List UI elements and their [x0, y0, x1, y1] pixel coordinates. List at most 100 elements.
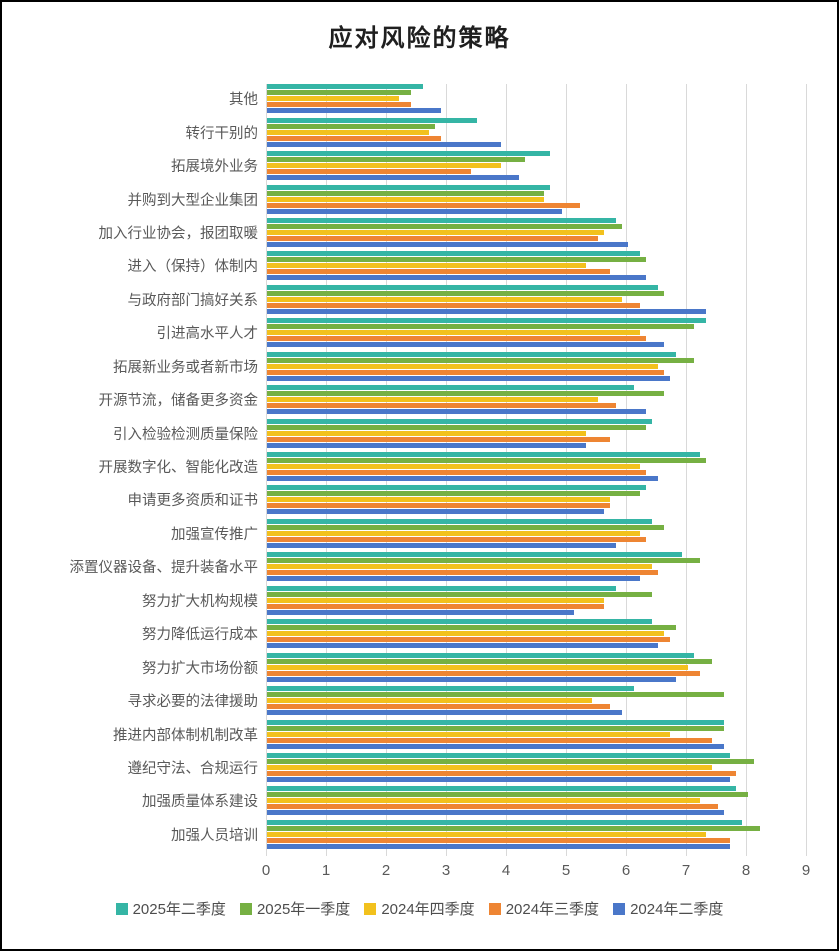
bar	[267, 84, 424, 90]
bar	[267, 175, 520, 181]
bar	[267, 458, 706, 464]
bar	[267, 229, 604, 235]
bar	[267, 670, 700, 676]
bar	[267, 710, 622, 716]
bar	[267, 351, 676, 357]
category-label: 开源节流，储备更多资金	[98, 393, 259, 410]
legend-label: 2024年二季度	[630, 901, 724, 918]
bar	[267, 169, 472, 175]
category-row: 拓展境外业务	[2, 149, 837, 182]
category-row: 开展数字化、智能化改造	[2, 450, 837, 483]
bar	[267, 275, 646, 281]
bar	[267, 704, 610, 710]
bar	[267, 296, 622, 302]
bar	[267, 102, 412, 108]
legend-label: 2025年二季度	[132, 901, 226, 918]
bar	[267, 108, 442, 114]
category-bars	[267, 151, 808, 181]
category-row: 努力降低运行成本	[2, 617, 837, 650]
category-bars	[267, 752, 808, 782]
bar	[267, 375, 670, 381]
category-label: 努力扩大机构规模	[142, 593, 258, 610]
category-row: 申请更多资质和证书	[2, 483, 837, 516]
bar	[267, 524, 664, 530]
category-label: 努力降低运行成本	[142, 627, 258, 644]
bar	[267, 452, 700, 458]
category-row: 开源节流，储备更多资金	[2, 383, 837, 416]
bar	[267, 464, 640, 470]
bar	[267, 530, 640, 536]
bar	[267, 485, 646, 491]
bar	[267, 597, 604, 603]
bar	[267, 117, 478, 123]
bar	[267, 743, 724, 749]
category-label: 遵纪守法、合规运行	[127, 760, 259, 777]
category-label: 引入检验检测质量保险	[113, 426, 258, 443]
category-label: 添置仪器设备、提升装备水平	[69, 560, 259, 577]
category-row: 转行干别的	[2, 115, 837, 148]
bar	[267, 676, 676, 682]
bar	[267, 570, 658, 576]
bar	[267, 542, 616, 548]
bar	[267, 397, 598, 403]
legend-label: 2025年一季度	[256, 901, 351, 918]
category-label: 拓展新业务或者新市场	[113, 359, 258, 376]
bar	[267, 576, 640, 582]
bar	[267, 619, 652, 625]
bar	[267, 96, 400, 102]
category-row: 引入检验检测质量保险	[2, 416, 837, 449]
bar	[267, 810, 724, 816]
bar	[267, 336, 646, 342]
bar	[267, 731, 670, 737]
bar-rows: 其他 转行干别的 拓展境外业务 并购到大型企业集团 加入行业协会，报团取暖 进入（保持）体…	[2, 82, 837, 851]
category-label: 加强人员培训	[171, 827, 258, 844]
bar	[267, 831, 706, 837]
bar	[267, 509, 604, 515]
bar	[267, 257, 646, 263]
category-bars	[267, 652, 808, 682]
legend-item: 2025年二季度	[115, 898, 226, 919]
legend-label: 2024年四季度	[381, 901, 475, 918]
legend-item: 2025年一季度	[239, 898, 351, 919]
bar	[267, 776, 730, 782]
category-bars	[267, 284, 808, 314]
x-tick-label: 7	[681, 862, 691, 879]
bar	[267, 770, 736, 776]
category-label: 其他	[229, 92, 258, 109]
category-label: 推进内部体制机制改革	[113, 727, 258, 744]
bar	[267, 403, 616, 409]
bar	[267, 737, 712, 743]
category-row: 寻求必要的法律援助	[2, 684, 837, 717]
category-label: 寻求必要的法律援助	[127, 694, 259, 711]
bar	[267, 263, 586, 269]
category-row: 加强人员培训	[2, 818, 837, 851]
bar	[267, 208, 562, 214]
bar	[267, 269, 610, 275]
legend-swatch-icon	[488, 902, 501, 915]
category-bars	[267, 351, 808, 381]
legend-item: 2024年二季度	[613, 898, 723, 919]
bar	[267, 217, 616, 223]
bar	[267, 391, 664, 397]
bar	[267, 369, 664, 375]
category-bars	[267, 318, 808, 348]
bar	[267, 318, 706, 324]
bar	[267, 324, 694, 330]
bar	[267, 825, 760, 831]
bar	[267, 631, 664, 637]
bar	[267, 637, 670, 643]
category-bars	[267, 251, 808, 281]
bar	[267, 202, 580, 208]
bar	[267, 843, 730, 849]
category-bars	[267, 217, 808, 247]
bar	[267, 424, 646, 430]
x-tick-label: 2	[381, 862, 391, 879]
bar	[267, 658, 712, 664]
x-tick-label: 8	[741, 862, 751, 879]
bar	[267, 698, 592, 704]
legend-swatch-icon	[613, 902, 626, 915]
category-bars	[267, 552, 808, 582]
bar	[267, 819, 742, 825]
category-row: 并购到大型企业集团	[2, 182, 837, 215]
bar	[267, 476, 658, 482]
